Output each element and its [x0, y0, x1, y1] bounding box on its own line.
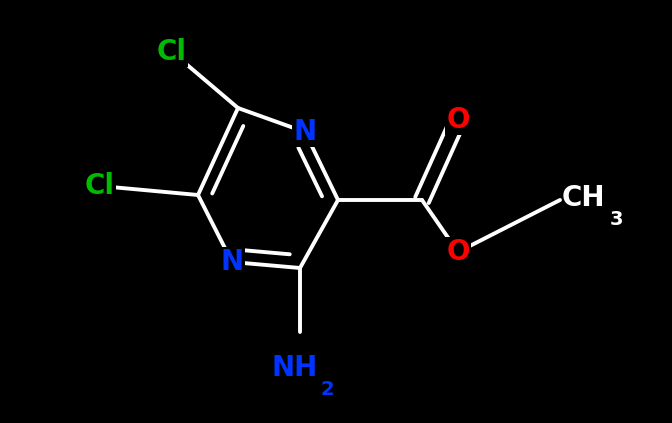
- Text: O: O: [446, 238, 470, 266]
- Text: N: N: [220, 248, 243, 276]
- Text: N: N: [294, 118, 317, 146]
- Text: CH: CH: [562, 184, 605, 212]
- Text: Cl: Cl: [85, 172, 115, 200]
- Text: O: O: [446, 106, 470, 134]
- Text: NH: NH: [271, 354, 318, 382]
- Text: Cl: Cl: [157, 38, 187, 66]
- Text: 2: 2: [320, 380, 333, 399]
- Text: 3: 3: [610, 210, 624, 229]
